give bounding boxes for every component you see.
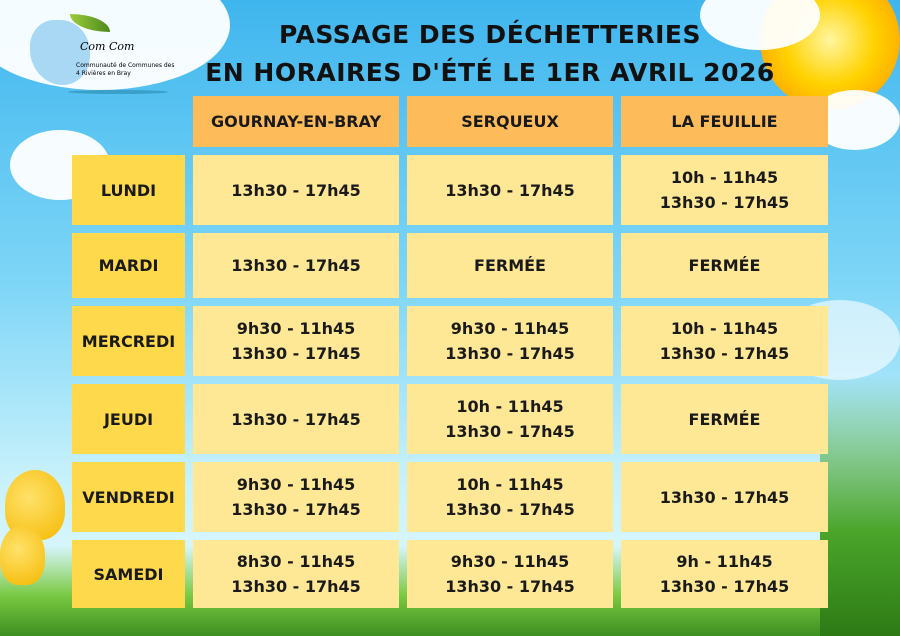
hours-text: 9h30 - 11h45 <box>236 319 356 338</box>
hours-text: FERMÉE <box>474 256 546 275</box>
schedule-cell: 9h30 - 11h45 13h30 - 17h45 <box>407 540 613 608</box>
schedule-cell: 9h - 11h45 13h30 - 17h45 <box>621 540 828 608</box>
schedule-cell: 9h30 - 11h45 13h30 - 17h45 <box>407 306 613 376</box>
map-icon <box>30 20 90 85</box>
hours-text: 10h - 11h45 <box>670 168 779 187</box>
day-label: SAMEDI <box>72 540 185 608</box>
hours-text: 13h30 - 17h45 <box>231 344 361 363</box>
schedule-cell: 10h - 11h45 13h30 - 17h45 <box>621 155 828 225</box>
hours-text: 13h30 - 17h45 <box>231 409 361 429</box>
day-label: JEUDI <box>72 384 185 454</box>
schedule-cell: 13h30 - 17h45 <box>193 233 399 298</box>
grass-illustration <box>820 376 900 636</box>
tulip-illustration <box>0 525 45 585</box>
day-label: LUNDI <box>72 155 185 225</box>
column-header: SERQUEUX <box>407 96 613 147</box>
schedule-cell: 10h - 11h45 13h30 - 17h45 <box>621 306 828 376</box>
schedule-cell: 10h - 11h45 13h30 - 17h45 <box>407 384 613 454</box>
schedule-cell: 13h30 - 17h45 <box>621 462 828 532</box>
logo-brand: Com Com <box>80 40 135 53</box>
schedule-cell: 9h30 - 11h45 13h30 - 17h45 <box>193 462 399 532</box>
day-label: VENDREDI <box>72 462 185 532</box>
hours-text: 9h30 - 11h45 <box>450 552 570 571</box>
schedule-cell: FERMÉE <box>621 384 828 454</box>
schedule-cell: 13h30 - 17h45 <box>193 155 399 225</box>
column-header: LA FEUILLIE <box>621 96 828 147</box>
hours-text: FERMÉE <box>688 409 761 429</box>
schedule-cell: 10h - 11h45 13h30 - 17h45 <box>407 462 613 532</box>
title-line-1: PASSAGE DES DÉCHETTERIES <box>278 20 702 49</box>
logo: Com Com Communauté de Communes des 4 Riv… <box>30 10 180 94</box>
hours-text: FERMÉE <box>688 256 761 275</box>
hours-text: 13h30 - 17h45 <box>231 256 361 275</box>
hours-text: 10h - 11h45 <box>456 397 564 416</box>
schedule-cell: FERMÉE <box>407 233 613 298</box>
schedule-cell: 8h30 - 11h45 13h30 - 17h45 <box>193 540 399 608</box>
hours-text: 13h30 - 17h45 <box>231 180 361 200</box>
hours-text: 13h30 - 17h45 <box>445 500 575 519</box>
hours-text: 13h30 - 17h45 <box>659 193 790 212</box>
hours-text: 13h30 - 17h45 <box>445 344 575 363</box>
hours-text: 8h30 - 11h45 <box>236 552 356 571</box>
column-header: GOURNAY-EN-BRAY <box>193 96 399 147</box>
hours-text: 10h - 11h45 <box>670 319 779 338</box>
hours-text: 13h30 - 17h45 <box>659 577 790 596</box>
logo-swoosh <box>68 90 168 94</box>
hours-text: 9h - 11h45 <box>676 552 773 571</box>
hours-text: 13h30 - 17h45 <box>231 500 361 519</box>
logo-name: Communauté de Communes des 4 Rivières en… <box>76 62 175 77</box>
schedule-cell: 9h30 - 11h45 13h30 - 17h45 <box>193 306 399 376</box>
schedule-cell: 13h30 - 17h45 <box>407 155 613 225</box>
hours-text: 9h30 - 11h45 <box>450 319 570 338</box>
title-line-2: EN HORAIRES D'ÉTÉ LE 1ER AVRIL 2026 <box>205 58 775 87</box>
hours-text: 13h30 - 17h45 <box>445 180 575 200</box>
hours-text: 13h30 - 17h45 <box>231 577 361 596</box>
hours-text: 9h30 - 11h45 <box>236 475 356 494</box>
schedule-cell: 13h30 - 17h45 <box>193 384 399 454</box>
hours-text: 13h30 - 17h45 <box>659 344 790 363</box>
day-label: MARDI <box>72 233 185 298</box>
hours-text: 13h30 - 17h45 <box>445 422 575 441</box>
hours-text: 13h30 - 17h45 <box>659 487 790 507</box>
hours-text: 13h30 - 17h45 <box>445 577 575 596</box>
day-label: MERCREDI <box>72 306 185 376</box>
hours-text: 10h - 11h45 <box>456 475 564 494</box>
schedule-cell: FERMÉE <box>621 233 828 298</box>
